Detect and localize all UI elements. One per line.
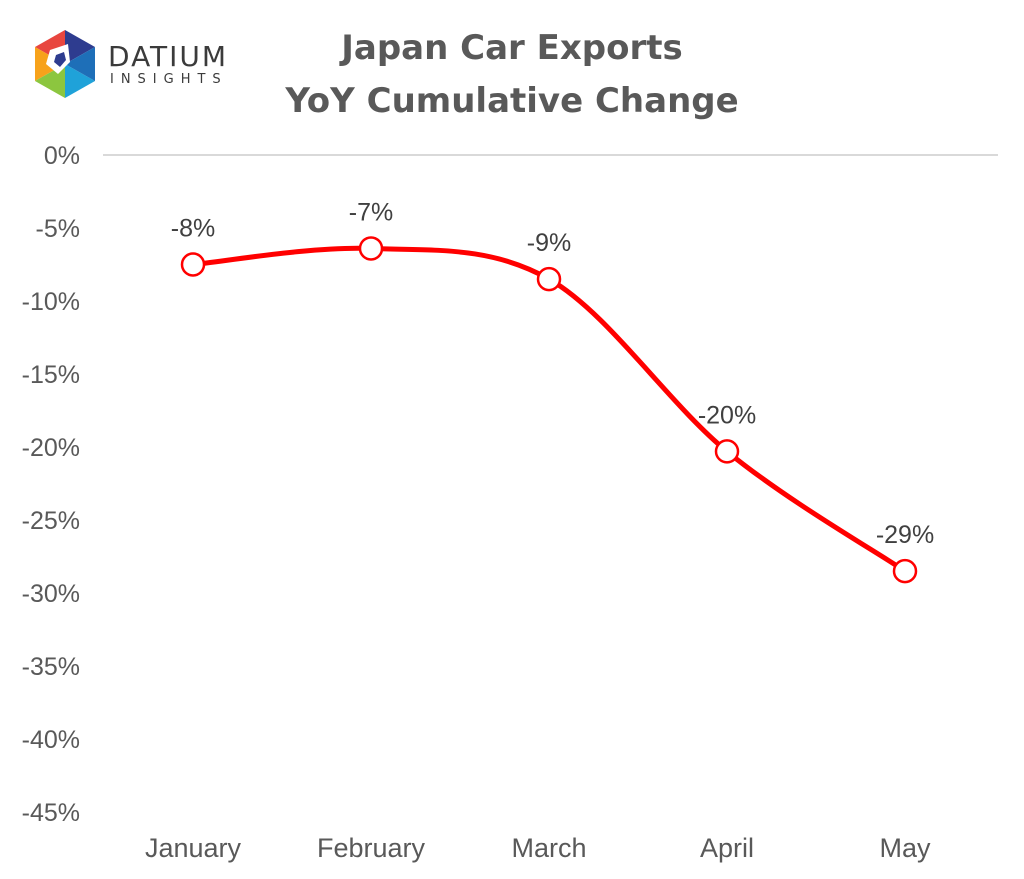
chart-title-line-1: Japan Car Exports [339,28,683,68]
series-line [190,245,908,574]
y-tick-label: -45% [22,799,80,827]
data-label: -8% [171,215,215,243]
x-tick-label: January [145,833,242,863]
y-tick-label: -15% [22,361,80,389]
y-tick-label: -20% [22,434,80,462]
x-tick-label: March [511,833,586,863]
datium-logo: DATIUM INSIGHTS [35,30,228,98]
y-tick-label: -25% [22,507,80,535]
x-tick-label: April [700,833,754,863]
data-point-marker [892,558,918,584]
data-point-marker [358,236,384,261]
logo-name: DATIUM [108,40,228,73]
y-tick-label: 0% [44,142,80,170]
data-point-marker [536,266,562,292]
y-tick-label: -5% [36,215,80,243]
y-tick-label: -10% [22,288,80,316]
logo-subtitle: INSIGHTS [110,72,228,87]
series-group: -8% -7% -9% -20% -29% [171,198,934,584]
data-label: -7% [349,198,393,226]
x-tick-label: February [317,833,426,863]
x-tick-label: May [879,833,931,863]
data-label: -29% [876,521,934,549]
y-tick-label: -30% [22,580,80,608]
chart-title-line-2: YoY Cumulative Change [284,81,738,121]
data-label: -20% [698,401,756,429]
data-point-marker [714,439,740,464]
y-axis: 0% -5% -10% -15% -20% -25% -30% -35% -40% -45% [22,142,80,827]
data-point-marker [180,252,206,277]
y-tick-label: -35% [22,653,80,681]
data-label: -9% [527,229,571,257]
logo-hexagon-icon [35,30,95,98]
x-axis: January February March April May [145,833,931,863]
y-tick-label: -40% [22,726,80,754]
